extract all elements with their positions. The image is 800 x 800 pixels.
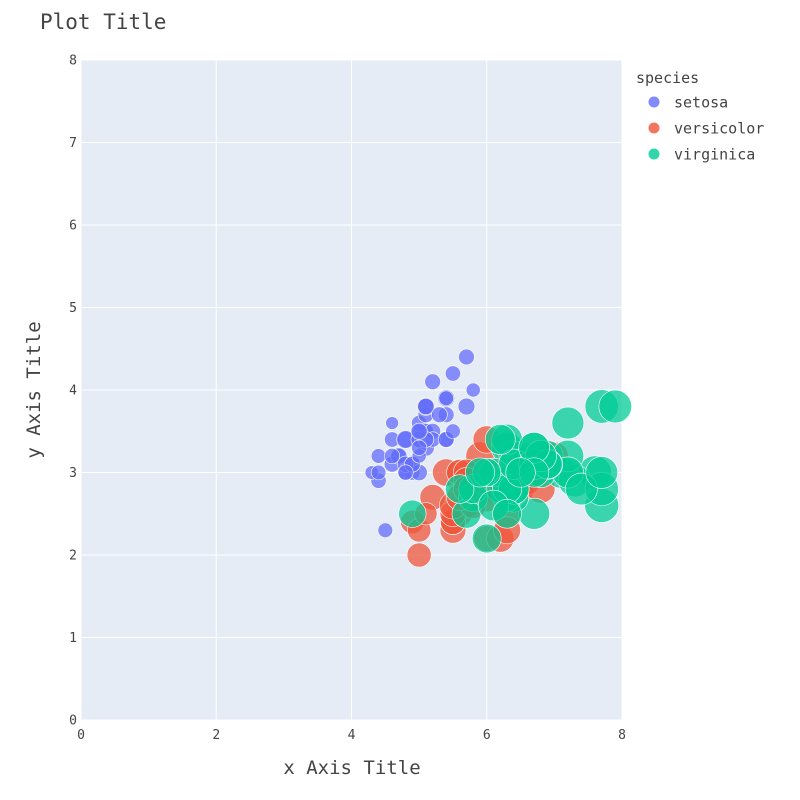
legend-title: species [636, 69, 699, 87]
y-tick-label: 5 [69, 301, 77, 316]
grid-lines [80, 59, 623, 721]
point-setosa [411, 439, 428, 456]
point-setosa [465, 382, 481, 398]
x-tick-label: 0 [77, 728, 85, 743]
y-tick-label: 0 [69, 714, 77, 729]
x-tick-labels: 0 2 4 6 8 [77, 728, 626, 743]
series-virginica [398, 389, 632, 554]
point-virginica [551, 406, 585, 440]
y-tick-label: 1 [69, 631, 77, 646]
x-tick-label: 2 [212, 728, 220, 743]
plot-title: Plot Title [40, 10, 166, 34]
point-setosa [397, 464, 414, 481]
point-virginica [585, 456, 618, 489]
point-setosa [457, 397, 476, 416]
point-setosa [431, 406, 448, 423]
point-virginica [484, 424, 516, 455]
point-setosa [417, 398, 435, 415]
x-tick-label: 4 [348, 728, 356, 743]
point-setosa [410, 422, 428, 440]
y-tick-label: 8 [69, 54, 77, 69]
point-setosa [377, 522, 393, 538]
point-setosa [458, 348, 475, 366]
point-virginica [398, 499, 427, 528]
legend-label-versicolor: versicolor [674, 120, 764, 138]
point-virginica [471, 523, 502, 554]
y-tick-label: 6 [69, 219, 77, 234]
legend-label-setosa: setosa [674, 94, 728, 112]
point-virginica [451, 498, 482, 529]
legend-marker-virginica [648, 148, 660, 160]
x-axis-title: x Axis Title [283, 757, 420, 779]
y-tick-labels: 0 1 2 3 4 5 6 7 8 [69, 54, 77, 729]
y-tick-label: 2 [69, 549, 77, 564]
point-setosa [370, 464, 387, 481]
point-setosa [385, 416, 399, 430]
point-setosa [438, 390, 454, 406]
y-tick-label: 7 [69, 136, 77, 151]
point-virginica [505, 457, 536, 488]
legend-label-virginica: virginica [674, 146, 755, 164]
legend: species setosa versicolor virginica [636, 69, 764, 164]
point-setosa [384, 448, 401, 464]
point-setosa [370, 448, 387, 464]
point-setosa [424, 373, 441, 390]
x-tick-label: 6 [483, 728, 491, 743]
x-tick-label: 8 [618, 728, 626, 743]
point-virginica [445, 474, 475, 504]
point-versicolor [406, 542, 432, 568]
point-setosa [444, 365, 461, 382]
legend-marker-versicolor [648, 122, 660, 134]
data-points [364, 348, 632, 568]
series-setosa [364, 348, 481, 538]
point-virginica [492, 498, 522, 529]
y-tick-label: 4 [69, 384, 77, 399]
y-tick-label: 3 [69, 466, 77, 481]
point-setosa [445, 423, 461, 439]
point-virginica [598, 389, 632, 424]
point-virginica [465, 457, 495, 488]
y-axis-title: y Axis Title [23, 321, 45, 458]
legend-marker-setosa [648, 96, 660, 108]
